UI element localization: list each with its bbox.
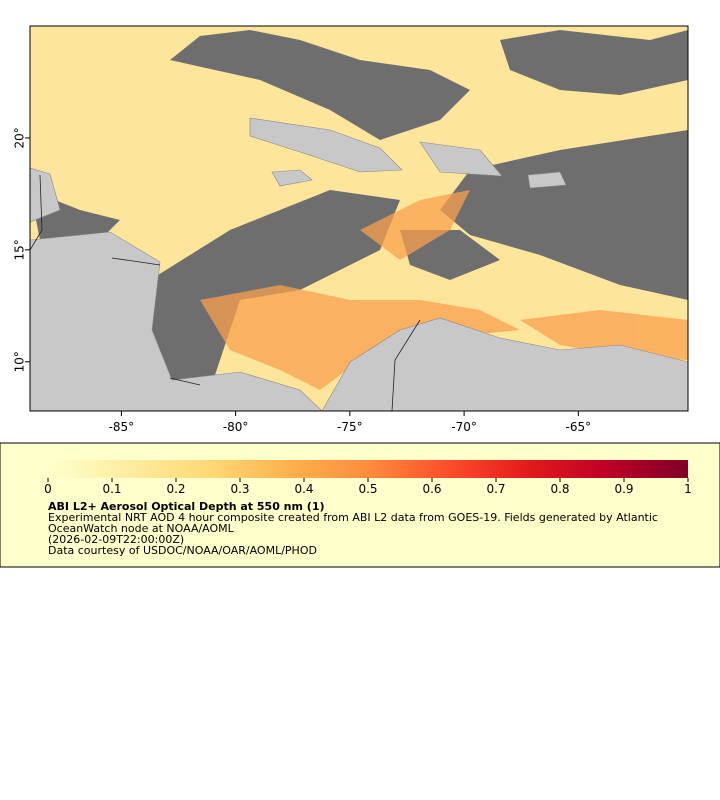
x-tick-label: -85°	[109, 420, 135, 434]
colorbar-tick-label: 1	[684, 482, 692, 496]
colorbar-tick-label: 0.1	[102, 482, 121, 496]
x-tick-label: -80°	[223, 420, 249, 434]
x-tick-label: -75°	[337, 420, 363, 434]
high-aod	[200, 190, 688, 390]
borders	[30, 174, 421, 411]
colorbar-tick-label: 0.7	[486, 482, 505, 496]
colorbar-tick-label: 0.6	[422, 482, 441, 496]
axes: -85° -80° -75° -70° -65° 10° 15° 20°	[13, 127, 592, 434]
colorbar-tick-label: 0.4	[294, 482, 313, 496]
land	[30, 117, 688, 411]
colorbar-ramp	[48, 460, 688, 478]
y-tick-label: 10°	[13, 351, 27, 372]
legend-line: OceanWatch node at NOAA/AOML	[48, 522, 235, 535]
x-tick-label: -70°	[451, 420, 477, 434]
colorbar: 0 0.1 0.2 0.3 0.4 0.5 0.6 0.7 0.8 0.9 1	[44, 460, 692, 496]
y-tick-label: 20°	[13, 127, 27, 148]
colorbar-tick-label: 0.3	[230, 482, 249, 496]
map-frame	[29, 25, 689, 412]
x-tick-label: -65°	[566, 420, 592, 434]
colorbar-tick-label: 0.5	[358, 482, 377, 496]
legend-line: Experimental NRT AOD 4 hour composite cr…	[48, 511, 658, 524]
colorbar-tick-label: 0.8	[550, 482, 569, 496]
map-image	[30, 26, 688, 411]
colorbar-tick-label: 0.9	[614, 482, 633, 496]
legend-line: (2026-02-09T22:00:00Z)	[48, 533, 184, 546]
colorbar-tick-label: 0.2	[166, 482, 185, 496]
legend-title: ABI L2+ Aerosol Optical Depth at 550 nm …	[48, 500, 325, 513]
legend-line: Data courtesy of USDOC/NOAA/OAR/AOML/PHO…	[48, 544, 317, 557]
y-tick-label: 15°	[13, 239, 27, 260]
colorbar-tick-label: 0	[44, 482, 52, 496]
